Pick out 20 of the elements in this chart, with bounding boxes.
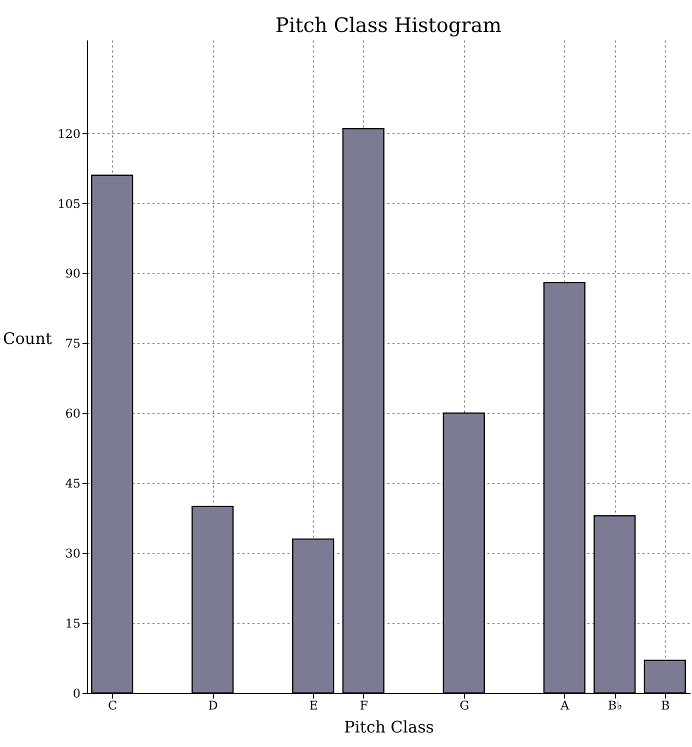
chart-title: Pitch Class Histogram (275, 13, 502, 37)
x-tick-label: D (208, 698, 218, 712)
y-tick-label: 0 (72, 686, 80, 700)
x-tick-label: F (360, 698, 368, 712)
y-tick-label: 120 (58, 126, 80, 141)
y-tick-label: 15 (65, 616, 80, 631)
y-axis-title: Count (3, 329, 53, 348)
x-axis-title: Pitch Class (344, 718, 434, 736)
x-tick-label: A (560, 698, 570, 712)
y-tick-label: 90 (65, 266, 80, 281)
x-tick-label: B♭ (608, 698, 622, 712)
y-tick-label: 75 (65, 336, 80, 351)
y-tick-label: 45 (65, 476, 80, 491)
x-tick-label: B (660, 698, 670, 712)
x-tick-label: G (460, 698, 470, 712)
y-tick-label: 60 (65, 406, 80, 421)
x-tick-label: C (108, 698, 118, 712)
y-tick-label: 30 (65, 546, 80, 561)
x-tick-label: E (309, 698, 318, 712)
y-tick-label: 105 (58, 196, 80, 211)
